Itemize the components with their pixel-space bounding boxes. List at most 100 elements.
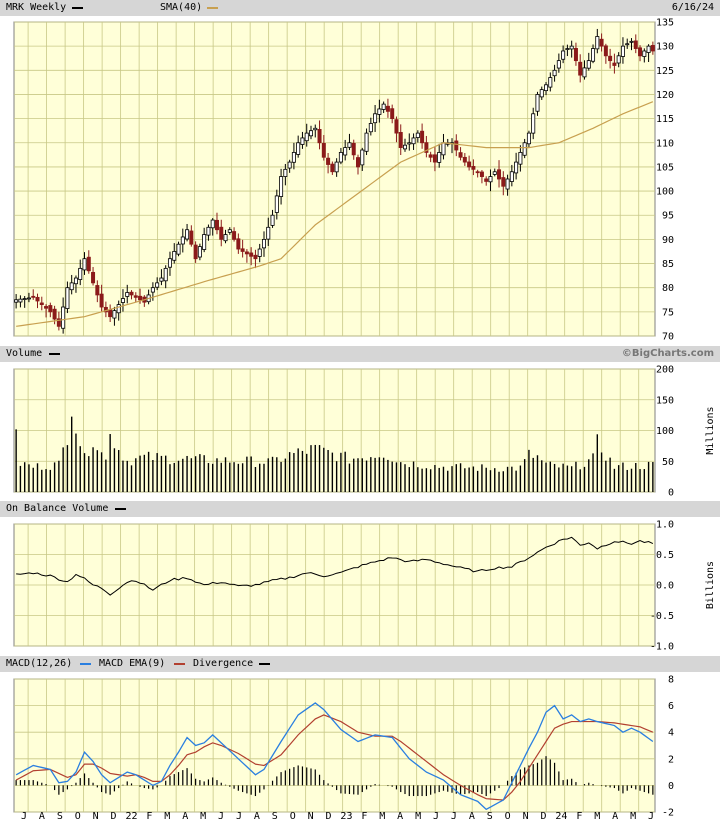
price-candle-body [261,238,266,249]
x-tick-label: J [218,811,224,820]
price-candle-body [633,40,638,49]
price-candle-body [138,295,143,301]
price-candle-body [394,119,399,134]
price-candle-body [548,77,553,88]
x-tick-label: M [630,811,636,820]
price-candle-body [403,144,408,150]
price-legend-swatch [72,7,83,9]
x-tick-label: J [648,811,654,820]
price-candle-body [159,277,164,282]
price-candle-body [642,50,647,57]
price-candle-body [227,229,232,233]
price-candle-body [556,60,561,69]
x-tick-label: M [415,811,421,820]
price-candle-body [646,45,651,53]
price-candle-body [236,238,241,250]
price-y-tick-label: 95 [662,211,674,222]
price-candle-body [279,176,284,197]
price-candle-body [407,142,412,145]
price-candle-body [26,297,31,300]
price-candle-body [586,60,591,69]
price-candle-body [343,147,348,156]
price-candle-body [206,226,211,236]
price-candle-body [565,48,570,50]
price-y-tick-label: 110 [656,138,674,149]
price-candle-body [612,62,617,66]
volume-y-tick-label: 150 [656,395,674,406]
price-candle-body [578,61,583,76]
price-candle-body [44,306,49,309]
price-candle-body [514,161,519,174]
x-tick-label: D [111,811,117,820]
macd-y-tick-label: 0 [668,781,674,792]
price-candle-body [219,226,224,240]
obv-y-tick-label: 0.5 [656,550,674,561]
price-candle-body [321,142,326,158]
obv-y-tick-label: -1.0 [650,642,674,653]
price-candle-body [150,287,155,293]
macd-legend-swatch [80,663,91,665]
price-y-tick-label: 75 [662,307,674,318]
price-candle-body [368,123,373,133]
price-candle-body [458,152,463,158]
volume-unit-label: Millions [705,406,716,454]
price-candle-body [48,305,53,313]
price-candle-body [266,226,271,240]
price-candle-body [61,306,66,329]
price-candle-body [313,127,318,131]
x-tick-label: D [326,811,332,820]
x-tick-label: A [397,811,403,820]
obv-line [16,536,654,596]
price-candle-body [616,55,621,64]
price-candle-body [650,45,655,52]
price-candle-body [291,152,296,163]
price-candle-body [95,285,100,296]
price-candle-body [347,142,352,148]
x-tick-label: 24 [555,811,567,820]
price-candle-body [539,89,544,98]
x-tick-label: M [200,811,206,820]
sma-line [16,101,654,327]
price-y-tick-label: 90 [662,235,674,246]
price-candle-body [39,302,44,305]
price-y-tick-label: 100 [656,187,674,198]
x-tick-label: J [451,811,457,820]
price-candle-body [78,267,83,280]
price-candle-body [35,296,40,302]
price-candle-body [475,171,480,174]
price-candle-body [232,231,237,240]
price-candle-body [492,171,497,175]
x-tick-label: A [612,811,618,820]
price-candle-body [202,234,207,250]
volume-panel-header: Volume ©BigCharts.com [0,346,720,362]
price-candle-body [432,154,437,163]
volume-y-tick-label: 0 [668,488,674,499]
price-candle-body [133,295,138,298]
price-candle-body [484,178,489,182]
obv-label: On Balance Volume [6,503,109,514]
price-candle-body [163,267,168,282]
x-tick-label: O [290,811,296,820]
price-candle-body [197,246,202,258]
price-candle-body [172,251,177,261]
price-candle-body [381,103,386,110]
price-candle-body [620,45,625,57]
price-candle-body [287,161,292,169]
price-candle-body [531,113,536,134]
x-tick-label: 22 [125,811,137,820]
x-tick-label: F [146,811,152,820]
price-candle-body [214,219,219,231]
price-candle-body [270,214,275,226]
x-tick-label: D [540,811,546,820]
price-candle-body [599,38,604,47]
x-tick-label: 23 [340,811,352,820]
price-candle-body [561,50,566,60]
price-candle-body [471,166,476,170]
x-tick-label: S [272,811,278,820]
price-candle-body [18,298,23,303]
price-candle-body [441,142,446,156]
price-candle-body [428,154,433,158]
price-candle-body [176,243,181,255]
volume-y-tick-label: 200 [656,365,674,376]
price-candle-body [330,163,335,173]
